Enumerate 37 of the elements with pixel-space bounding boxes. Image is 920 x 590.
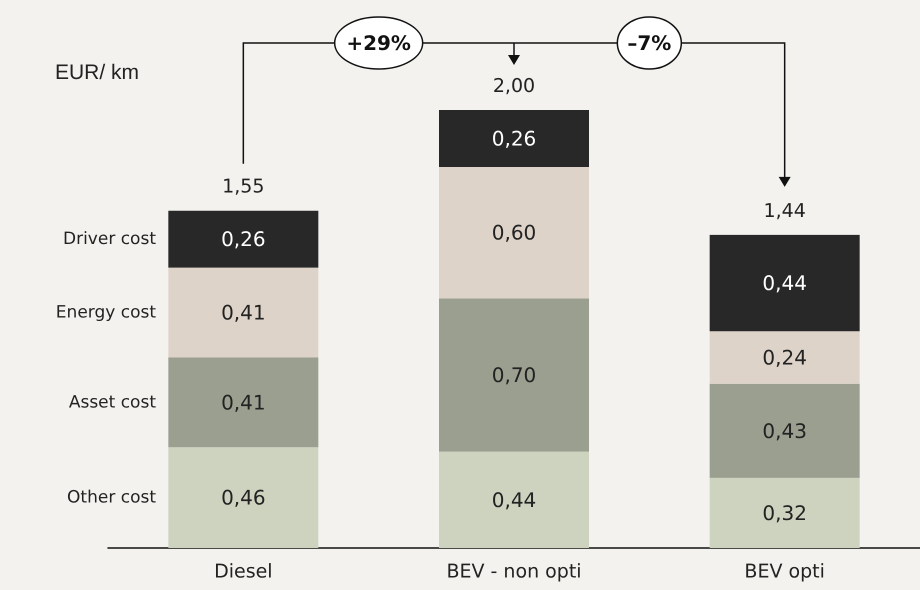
data-label: 0,26 xyxy=(492,126,536,150)
data-label: 0,46 xyxy=(221,486,266,510)
bar xyxy=(439,298,589,452)
bar xyxy=(439,166,589,298)
series-label: Other cost xyxy=(67,488,156,508)
bar xyxy=(710,331,860,384)
bar xyxy=(710,384,860,478)
bar xyxy=(168,210,318,268)
total-label: 1,44 xyxy=(764,200,806,222)
bar xyxy=(168,268,318,358)
bar xyxy=(710,478,860,548)
x-tick-label: Diesel xyxy=(214,560,273,582)
text: +29% xyxy=(346,31,411,55)
x-tick-label: BEV opti xyxy=(744,560,825,582)
series-label: Asset cost xyxy=(68,392,156,412)
series-label: Energy cost xyxy=(56,302,156,323)
text: –7% xyxy=(627,31,672,55)
bar xyxy=(710,234,860,332)
data-label: 0,41 xyxy=(221,300,266,325)
data-label: 0,44 xyxy=(762,271,807,296)
bar xyxy=(168,357,318,448)
total-label: 1,55 xyxy=(222,176,264,198)
bar xyxy=(168,447,318,548)
data-label: 0,24 xyxy=(762,345,807,370)
data-label: 0,70 xyxy=(492,362,536,387)
bar xyxy=(439,110,589,167)
y-axis-title: EUR/ km xyxy=(55,61,139,84)
bar xyxy=(439,452,589,548)
series-label: Driver cost xyxy=(63,229,156,250)
data-label: 0,26 xyxy=(221,227,266,252)
data-label: 0,41 xyxy=(221,390,266,414)
x-tick-label: BEV - non opti xyxy=(446,560,582,582)
data-label: 0,43 xyxy=(762,418,807,443)
data-label: 0,44 xyxy=(492,488,536,512)
total-label: 2,00 xyxy=(492,75,536,97)
data-label: 0,60 xyxy=(492,220,536,245)
data-label: 0,32 xyxy=(762,500,807,525)
